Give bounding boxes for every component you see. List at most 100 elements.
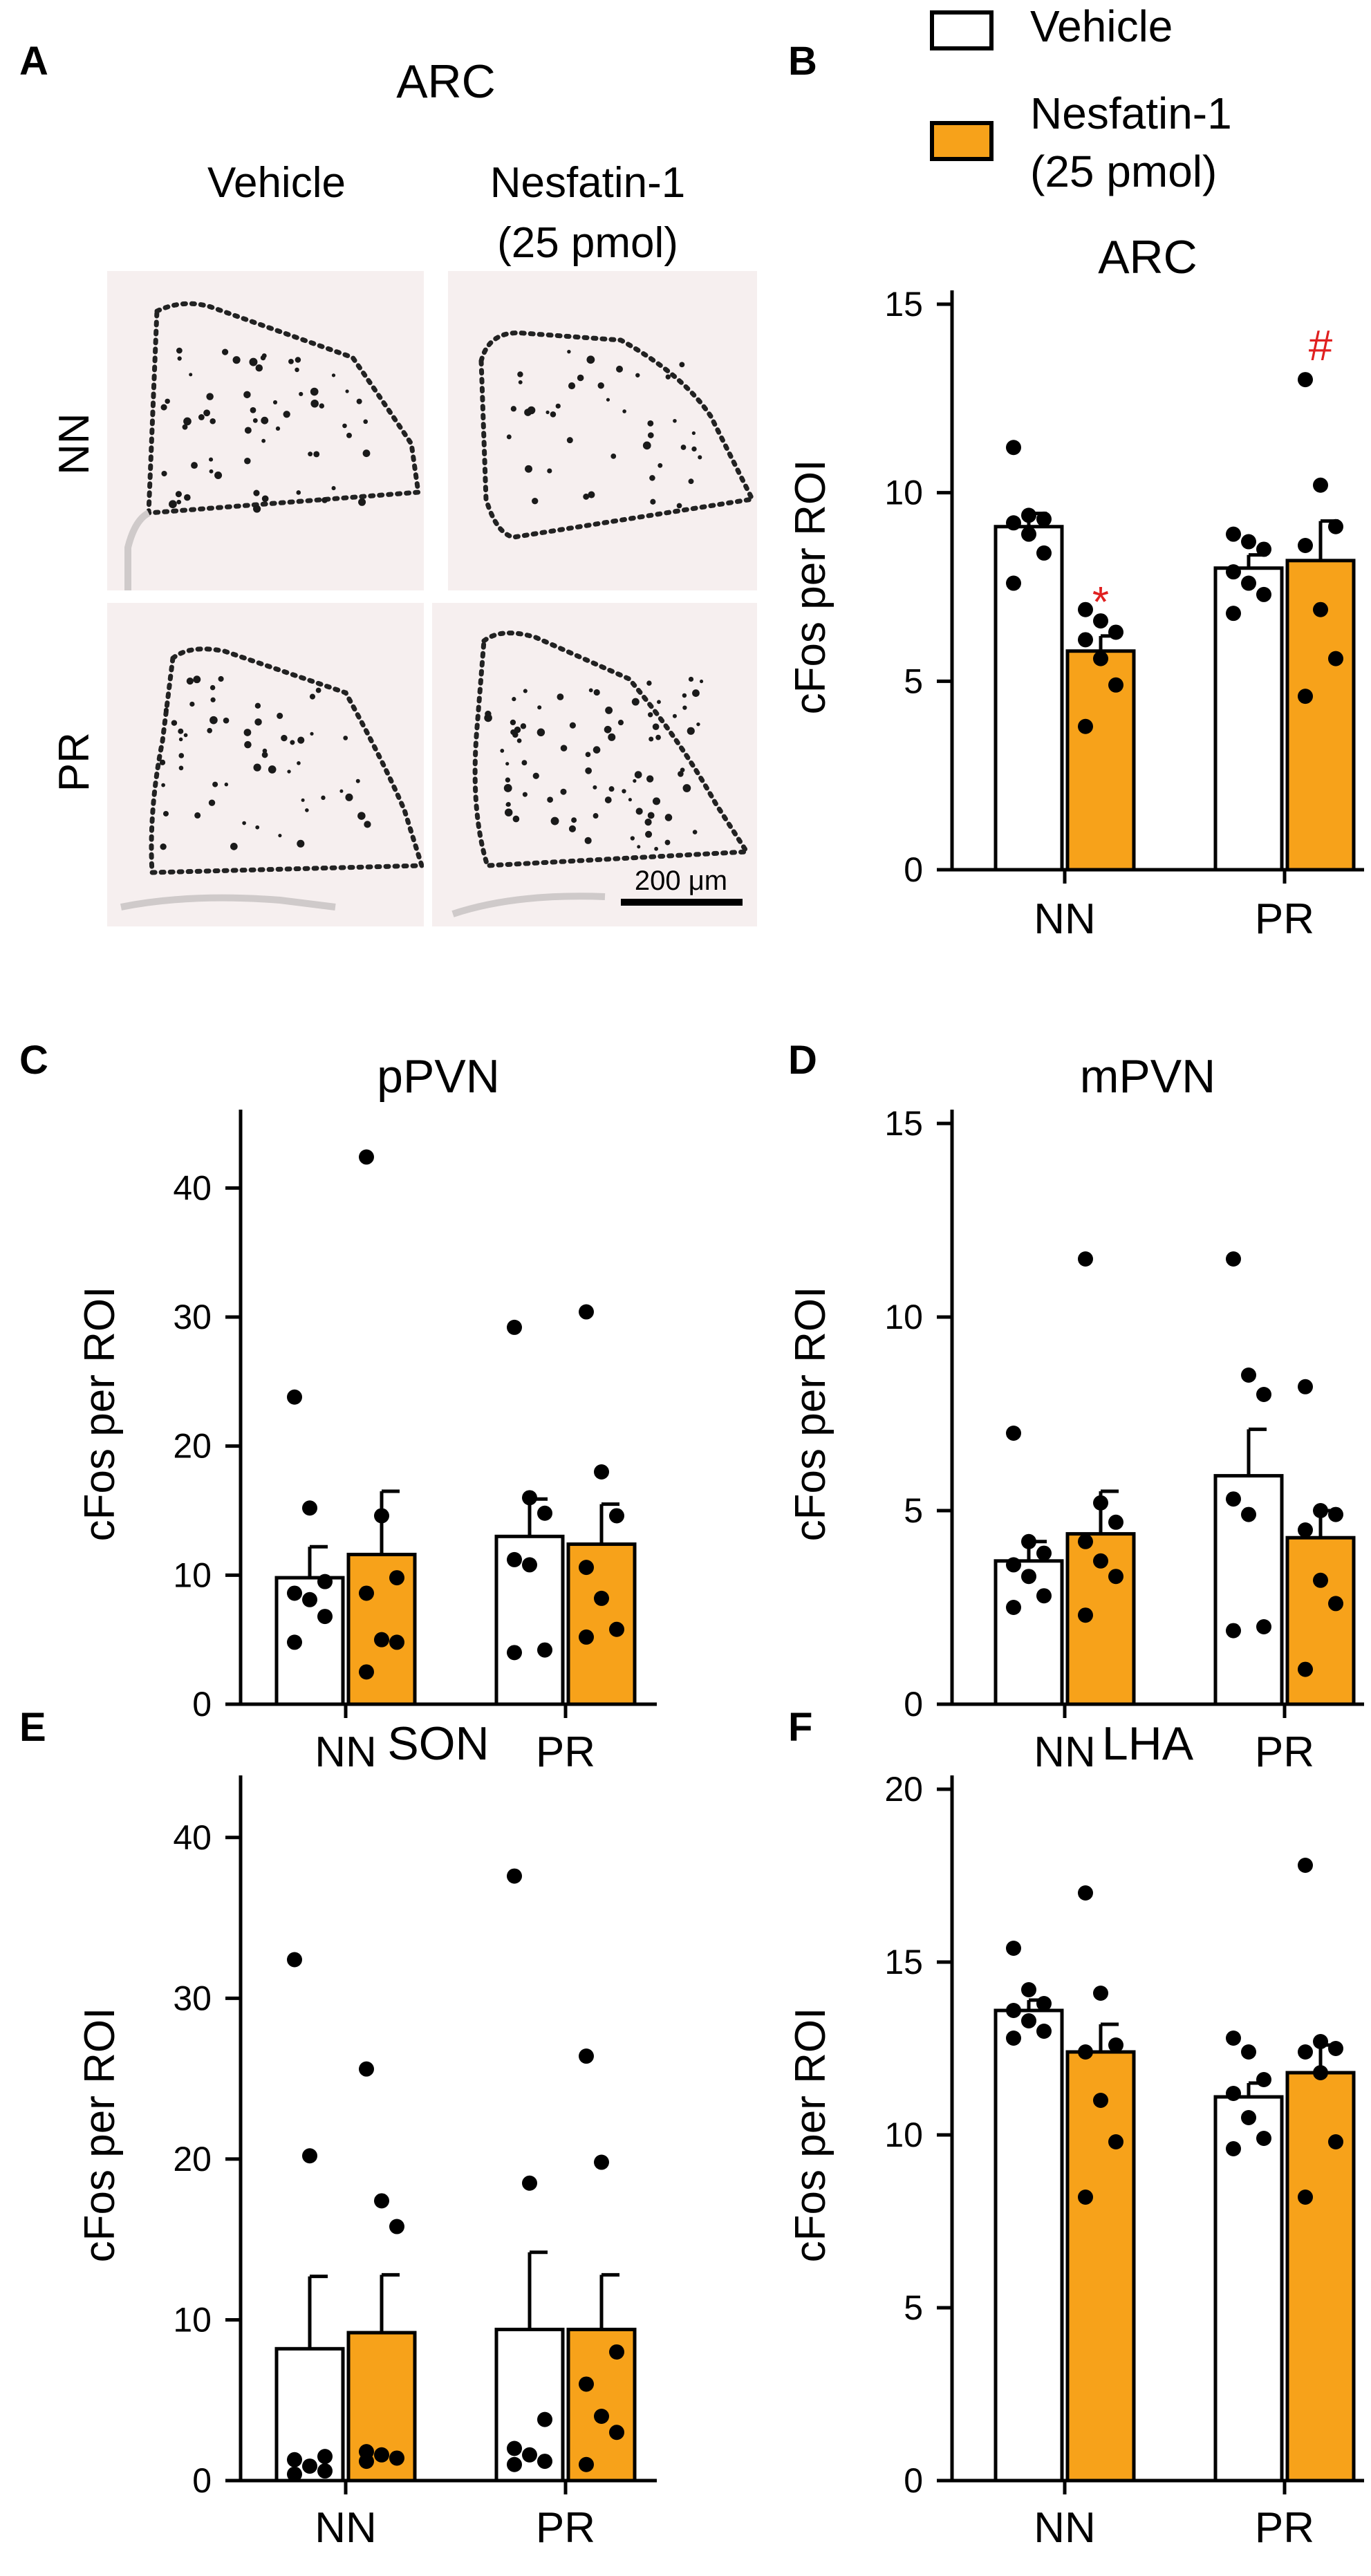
cell-dot <box>253 489 260 496</box>
chart-f-bar <box>1285 2071 1356 2483</box>
cell-dot <box>159 759 166 765</box>
cell-dot <box>649 736 654 742</box>
cell-dot <box>244 458 251 465</box>
chart-d-data-point <box>1078 1607 1093 1623</box>
cell-dot <box>253 505 261 513</box>
panel-letter-c: C <box>19 1038 48 1083</box>
cell-dot <box>209 469 214 474</box>
chart-c-data-point <box>507 1319 522 1335</box>
cell-dot <box>584 837 592 844</box>
cell-dot <box>209 457 214 462</box>
chart-e-y-label: cFos per ROI <box>76 2008 124 2263</box>
chart-e-data-point <box>317 2463 333 2479</box>
chart-e-data-point <box>579 2376 594 2392</box>
cell-dot <box>585 752 591 758</box>
cell-dot <box>198 414 205 420</box>
cell-dot <box>301 798 305 802</box>
chart-d-data-point <box>1093 1553 1108 1569</box>
chart-c-y-tick-label: 0 <box>192 1685 212 1724</box>
chart-d-data-point <box>1006 1600 1021 1615</box>
chart-f-data-point <box>1036 1996 1052 2011</box>
cell-dot <box>218 675 224 682</box>
cell-dot <box>646 680 652 686</box>
cell-dot <box>194 812 201 819</box>
cell-dot <box>189 373 193 377</box>
micrograph-pr-vehicle-art <box>120 646 424 911</box>
chart-c-y-tick-label: 10 <box>173 1556 212 1594</box>
chart-c-data-point <box>359 1585 374 1601</box>
chart-f-data-point <box>1328 2041 1343 2056</box>
cell-dot <box>295 357 301 363</box>
cell-dot <box>597 382 604 389</box>
cell-dot <box>249 357 258 366</box>
cell-dot <box>521 760 528 766</box>
cell-dot <box>177 356 182 361</box>
cell-dot <box>547 796 553 803</box>
chart-c-data-point <box>507 1551 522 1567</box>
cell-dot <box>309 693 316 700</box>
cell-dot <box>631 698 640 706</box>
legend-label-nesfatin-line1: Nesfatin-1 <box>1030 88 1232 138</box>
chart-d-y-tick-label: 0 <box>904 1685 923 1724</box>
cell-dot <box>313 451 320 458</box>
panel-letter-b: B <box>788 39 817 84</box>
chart-f-data-point <box>1021 2013 1036 2028</box>
cell-dot <box>622 409 626 413</box>
chart-f-bar <box>1213 2095 1284 2483</box>
cell-dot <box>692 689 700 697</box>
cell-dot <box>652 723 660 731</box>
cell-dot <box>550 816 559 825</box>
chart-c-data-point <box>522 1490 537 1506</box>
chart-d-data-point <box>1313 1572 1328 1588</box>
legend-label-nesfatin-line2: (25 pmol) <box>1030 147 1218 196</box>
chart-f-x-tick-label: PR <box>1255 2504 1314 2552</box>
chart-b-bar <box>994 525 1064 872</box>
cell-dot <box>310 399 319 408</box>
cell-dot <box>244 740 252 749</box>
chart-e-data-point <box>359 2454 374 2470</box>
legend-label-vehicle: Vehicle <box>1030 1 1173 51</box>
cell-dot <box>178 753 185 758</box>
cell-dot <box>160 843 167 850</box>
chart-c-data-point <box>579 1629 594 1645</box>
chart-b-data-point <box>1226 526 1241 542</box>
cell-dot <box>186 678 194 685</box>
chart-e-y-tick-label: 20 <box>173 2140 212 2178</box>
cell-dot <box>588 688 593 693</box>
cell-dot <box>331 486 336 491</box>
chart-e-data-point <box>507 2456 522 2472</box>
chart-c-data-point <box>389 1634 404 1650</box>
micrograph-pr-nesfatin <box>432 603 757 926</box>
cell-dot <box>523 689 528 693</box>
cell-dot <box>175 491 182 498</box>
cell-dot <box>505 801 511 807</box>
chart-e-title: SON <box>387 1717 489 1770</box>
chart-f-data-point <box>1226 2141 1241 2156</box>
cell-dot <box>254 702 261 709</box>
cell-dot <box>272 400 278 404</box>
cell-dot <box>547 468 552 474</box>
chart-f-data-point <box>1241 2110 1256 2125</box>
cell-dot <box>608 733 616 741</box>
chart-c-y-tick-label: 40 <box>173 1168 212 1207</box>
cell-dot <box>537 728 545 736</box>
chart-c-title: pPVN <box>377 1050 500 1103</box>
cell-dot <box>310 387 319 396</box>
chart-b-data-point <box>1006 440 1021 456</box>
chart-b-data-point <box>1006 515 1021 531</box>
cell-dot <box>183 417 192 426</box>
cell-dot <box>605 706 613 714</box>
cell-dot <box>647 712 653 718</box>
cell-dot <box>545 410 550 415</box>
cell-dot <box>504 808 513 816</box>
cell-dot <box>691 431 696 436</box>
chart-b-data-point <box>1078 718 1093 734</box>
chart-e-data-point <box>579 2456 594 2472</box>
chart-e-y-tick-label: 30 <box>173 1979 212 2017</box>
cell-dot <box>255 825 260 830</box>
chart-e-x-tick-label: PR <box>536 2504 595 2552</box>
chart-f-data-point <box>1093 2093 1108 2108</box>
chart-e-data-point <box>374 2193 389 2209</box>
chart-d-data-point <box>1108 1569 1123 1585</box>
cell-dot <box>682 705 687 710</box>
